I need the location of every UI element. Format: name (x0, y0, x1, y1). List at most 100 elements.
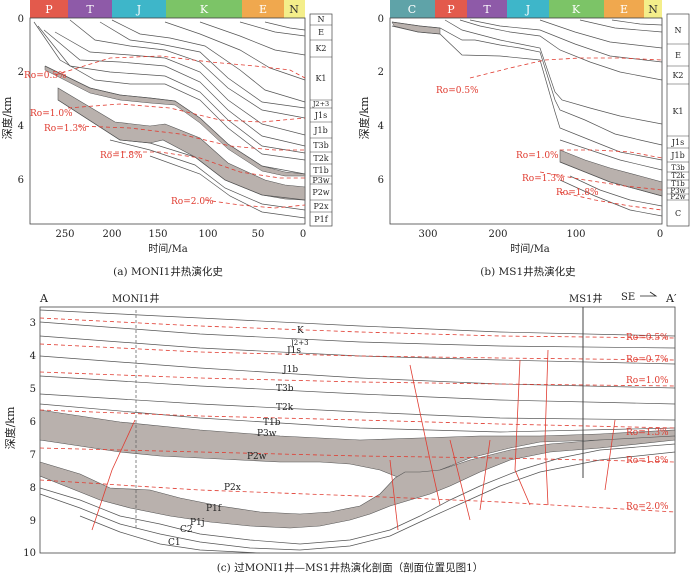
y-tick: 10 (23, 548, 36, 559)
period-label: J (136, 3, 141, 16)
plot-frame-b (389, 17, 663, 225)
strata-label: K2 (672, 71, 683, 80)
y-tick: 2 (378, 67, 384, 78)
y-tick: 3 (30, 318, 36, 329)
period-box-t (68, 0, 112, 18)
strata-label: J1s (671, 138, 684, 147)
strata-label: P3w (257, 429, 277, 439)
period-box-k (549, 0, 604, 18)
y-tick: 4 (378, 121, 384, 132)
strata-label: T3b (671, 164, 685, 172)
ro-label: Ro=1.0% (30, 109, 73, 119)
period-label: N (648, 3, 658, 16)
x-tick: 200 (488, 229, 507, 240)
y-tick: 4 (30, 351, 36, 362)
strata-label: T3b (276, 384, 294, 394)
ro-label: Ro=2.0% (171, 197, 214, 207)
strata-label: P2w (312, 188, 329, 197)
strata-label: P1f (314, 215, 328, 224)
ro-label: Ro=0.5% (436, 86, 479, 96)
strata-label: P2w (670, 193, 685, 201)
shaded-layer-p2w (39, 409, 676, 483)
period-box-p (435, 0, 467, 18)
strata-label: P1j (190, 518, 205, 528)
period-label: T (483, 3, 491, 16)
panel-c: A A′ MONI1井 MS1井 SE (3, 291, 677, 574)
strata-lines-c (39, 309, 676, 554)
y-tick: 7 (30, 450, 36, 461)
caption-c: (c) 过MONI1井—MS1井热演化剖面（剖面位置见图1） (217, 561, 484, 574)
ro-label: Ro=0.7% (626, 355, 669, 365)
direction-label: SE (621, 292, 635, 303)
x-tick: 0 (657, 229, 663, 240)
y-tick: 0 (18, 14, 24, 25)
ro-label: Ro=1.8% (626, 456, 669, 466)
x-axis-label: 时间/Ma (510, 242, 550, 255)
period-box-k (166, 0, 242, 18)
period-label: K (572, 3, 581, 16)
y-axis-label: 深度/km (357, 96, 371, 139)
strata-label: J2+3 (312, 100, 329, 108)
period-label: J (525, 3, 530, 16)
strata-label: K1 (315, 74, 326, 83)
strata-label: J1b (282, 365, 298, 375)
strata-label: J2+3 (290, 339, 309, 347)
y-tick: 6 (378, 175, 384, 186)
strata-label: T2k (671, 172, 685, 180)
ro-label: Ro=1.3% (626, 428, 669, 438)
x-axis-label: 时间/Ma (148, 242, 188, 255)
strata-label: P2w (247, 452, 267, 462)
x-tick: 300 (418, 229, 437, 240)
period-label: T (86, 3, 94, 16)
strata-label: T3b (313, 141, 329, 150)
y-tick: 4 (18, 121, 24, 132)
strata-label: N (318, 15, 325, 24)
strata-label: T1b (671, 180, 685, 188)
fault-lines (91, 349, 616, 531)
strata-label: J1b (313, 126, 327, 135)
x-tick: 200 (102, 229, 121, 240)
y-tick: 2 (18, 67, 24, 78)
x-tick: 250 (55, 229, 74, 240)
caption-a: (a) MONI1井热演化史 (113, 265, 223, 278)
ro-label: Ro=0.5% (24, 71, 67, 81)
strata-label: C (675, 209, 681, 218)
x-tick: 0 (300, 229, 306, 240)
strata-column-a (309, 13, 333, 227)
well-label-moni1: MONI1井 (112, 292, 160, 305)
period-box-p (30, 0, 68, 18)
y-tick: 5 (30, 384, 36, 395)
strata-label: J1s (286, 346, 301, 356)
strata-label: K (297, 326, 304, 336)
period-label: E (259, 3, 267, 16)
y-axis-label: 深度/km (0, 96, 14, 139)
y-tick: 9 (30, 516, 36, 527)
ro-isolines-a (54, 55, 306, 209)
ro-label: Ro=1.3% (44, 124, 87, 134)
y-tick: 8 (30, 483, 36, 494)
strata-column-b (666, 13, 690, 227)
period-box-j (507, 0, 549, 18)
panel-b: C P T J K E N Ro (357, 0, 690, 278)
period-box-e (604, 0, 644, 18)
y-tick: 6 (18, 175, 24, 186)
ro-label: Ro=2.0% (626, 502, 669, 512)
well-label-ms1: MS1井 (569, 292, 602, 305)
strata-label: P2x (314, 202, 329, 211)
shaded-layer (44, 65, 306, 177)
ro-isolines-b (469, 57, 663, 211)
section-end-left: A (39, 292, 49, 305)
y-tick: 0 (378, 14, 384, 25)
caption-b: (b) MS1井热演化史 (480, 265, 576, 278)
strata-lines-b (391, 19, 663, 217)
ro-label: Ro=1.8% (100, 151, 143, 161)
strata-label: J1b (670, 151, 684, 160)
period-label: P (45, 3, 53, 16)
strata-label: T1b (313, 166, 329, 175)
period-label: C (408, 3, 416, 16)
ro-label: Ro=1.0% (626, 376, 669, 386)
strata-label: J1s (314, 111, 327, 120)
strata-label: T1b (263, 418, 281, 428)
strata-label: N (675, 26, 682, 35)
